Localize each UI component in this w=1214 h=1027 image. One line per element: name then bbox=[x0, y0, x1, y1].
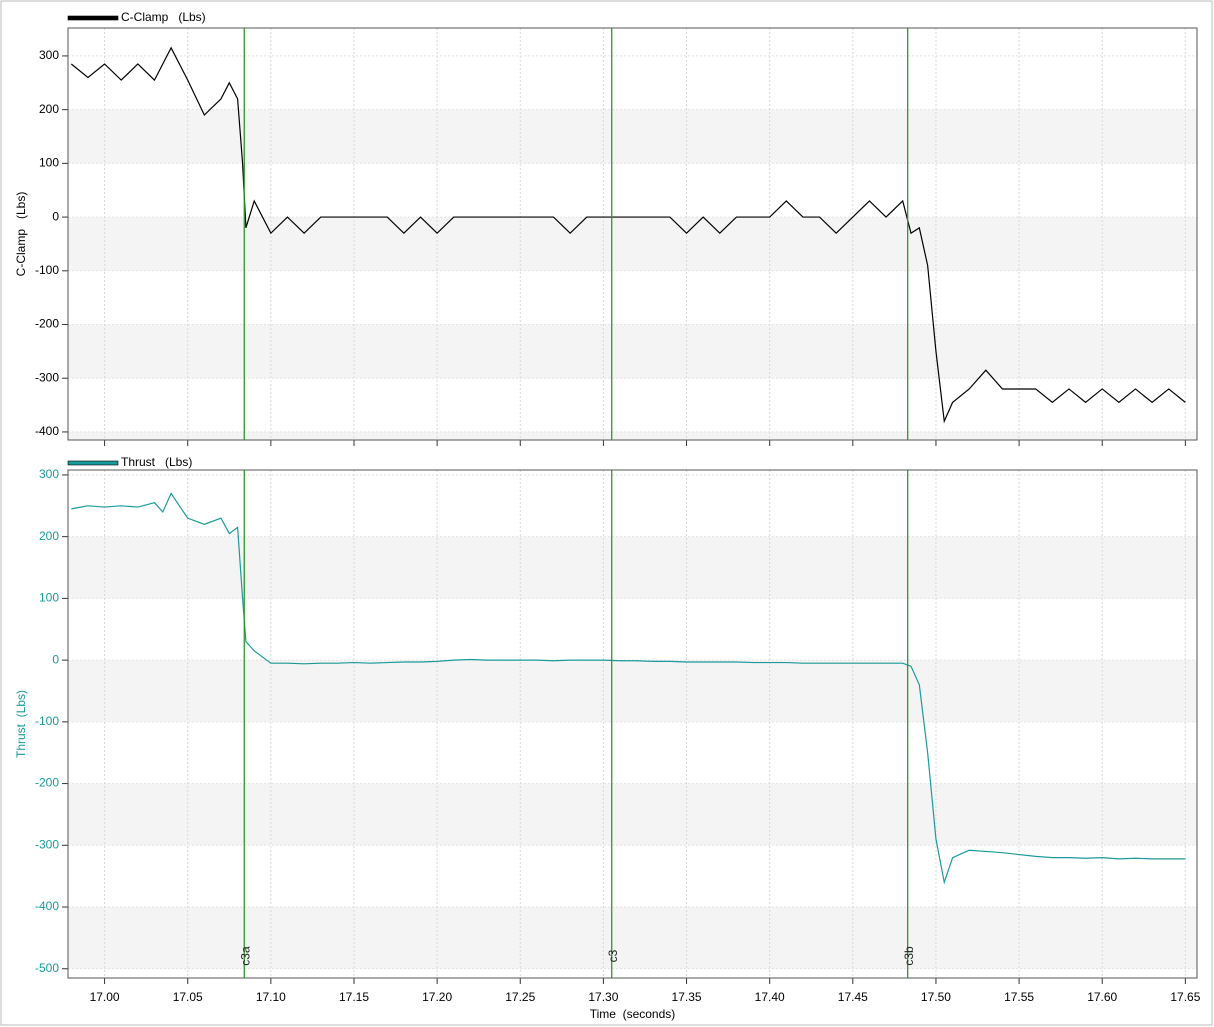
y-tick-label: -100 bbox=[35, 263, 59, 277]
series-line bbox=[70, 46, 1186, 424]
plot-border bbox=[67, 469, 1198, 979]
grid-band bbox=[68, 907, 1197, 969]
x-tick-label: 17.60 bbox=[1087, 990, 1117, 1004]
legend-swatch bbox=[67, 460, 119, 466]
grid-band bbox=[68, 536, 1197, 599]
y-tick-label: 0 bbox=[52, 209, 59, 223]
x-tick-label: 17.50 bbox=[921, 990, 951, 1004]
x-tick-label: 17.65 bbox=[1170, 990, 1200, 1004]
x-tick-label: 17.30 bbox=[588, 990, 618, 1004]
x-tick-label: 17.25 bbox=[505, 990, 535, 1004]
y-tick-label: -400 bbox=[35, 424, 59, 438]
series-line bbox=[71, 492, 1186, 885]
y-tick-label: -400 bbox=[35, 899, 59, 913]
x-tick-label: 17.35 bbox=[672, 990, 702, 1004]
y-axis-title: C-Clamp (Lbs) bbox=[14, 192, 28, 277]
y-tick-label: -100 bbox=[35, 714, 59, 728]
y-tick-label: 200 bbox=[39, 529, 59, 543]
y-tick-label: -200 bbox=[35, 776, 59, 790]
x-tick-label: 17.40 bbox=[755, 990, 785, 1004]
x-tick-label: 17.10 bbox=[256, 990, 286, 1004]
y-tick-label: 0 bbox=[52, 652, 59, 666]
legend-swatch bbox=[67, 15, 119, 21]
y-tick-label: -200 bbox=[35, 317, 59, 331]
y-tick-label: 100 bbox=[39, 156, 59, 170]
y-tick-label: 300 bbox=[39, 48, 59, 62]
grid-band bbox=[68, 783, 1197, 846]
grid-band bbox=[68, 324, 1197, 379]
cursor-label: c3 bbox=[606, 949, 620, 962]
legend-label: Thrust (Lbs) bbox=[121, 455, 192, 469]
y-tick-label: 300 bbox=[39, 467, 59, 481]
cursor-label: c3b bbox=[902, 946, 916, 966]
x-tick-label: 17.20 bbox=[422, 990, 452, 1004]
y-tick-label: 100 bbox=[39, 591, 59, 605]
x-axis-title: Time (seconds) bbox=[590, 1007, 676, 1021]
x-tick-label: 17.15 bbox=[339, 990, 369, 1004]
y-tick-label: 200 bbox=[39, 102, 59, 116]
grid-band bbox=[68, 217, 1197, 271]
y-axis-title: Thrust (Lbs) bbox=[14, 690, 28, 758]
x-tick-label: 17.05 bbox=[173, 990, 203, 1004]
plot-border bbox=[67, 27, 1198, 441]
x-tick-label: 17.45 bbox=[838, 990, 868, 1004]
cursor-label: c3a bbox=[238, 946, 252, 966]
y-tick-label: -300 bbox=[35, 837, 59, 851]
x-tick-label: 17.55 bbox=[1004, 990, 1034, 1004]
legend-label: C-Clamp (Lbs) bbox=[121, 10, 206, 24]
y-tick-label: -500 bbox=[35, 961, 59, 975]
grid-band bbox=[68, 431, 1197, 440]
grid-band bbox=[68, 109, 1197, 164]
y-tick-label: -300 bbox=[35, 370, 59, 384]
x-tick-label: 17.00 bbox=[90, 990, 120, 1004]
grid-band bbox=[68, 660, 1197, 722]
